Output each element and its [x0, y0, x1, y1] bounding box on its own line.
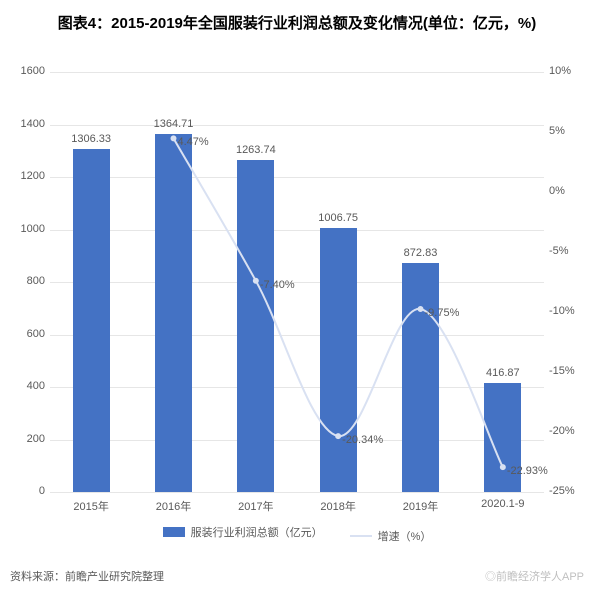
watermark-text: ◎前瞻经济学人APP	[485, 568, 584, 584]
line-value-label: -9.75%	[425, 307, 460, 319]
y-left-tick-label: 800	[0, 275, 45, 287]
y-right-tick-label: 10%	[549, 65, 594, 77]
y-left-tick-label: 200	[0, 433, 45, 445]
y-left-tick-label: 400	[0, 380, 45, 392]
chart-title: 图表4：2015-2019年全国服装行业利润总额及变化情况(单位：亿元，%)	[0, 12, 594, 33]
line-value-label: 4.47%	[178, 136, 209, 148]
legend: 服装行业利润总额（亿元） 增速（%）	[0, 524, 594, 544]
line-value-label: -22.93%	[507, 465, 548, 477]
y-right-tick-label: 0%	[549, 185, 594, 197]
plot-area: 1306.331364.711263.741006.75872.83416.87…	[50, 72, 544, 492]
y-right-tick-label: 5%	[549, 125, 594, 137]
x-tick-label: 2017年	[238, 498, 273, 514]
y-right-tick-label: -5%	[549, 245, 594, 257]
line-layer	[50, 72, 544, 492]
legend-item-line: 增速（%）	[350, 528, 432, 544]
legend-label-bar: 服装行业利润总额（亿元）	[191, 524, 323, 540]
y-right-tick-label: -15%	[549, 365, 594, 377]
x-tick-label: 2015年	[73, 498, 108, 514]
x-tick-label: 2018年	[320, 498, 355, 514]
legend-swatch-bar	[163, 527, 185, 537]
legend-item-bar: 服装行业利润总额（亿元）	[163, 524, 323, 540]
y-right-tick-label: -25%	[549, 485, 594, 497]
grid-line	[50, 492, 544, 493]
line-value-label: -20.34%	[342, 434, 383, 446]
y-right-tick-label: -20%	[549, 425, 594, 437]
legend-swatch-line	[350, 535, 372, 537]
y-left-tick-label: 1400	[0, 118, 45, 130]
y-left-tick-label: 1200	[0, 170, 45, 182]
line-marker	[418, 307, 423, 312]
x-tick-label: 2019年	[403, 498, 438, 514]
line-marker	[500, 465, 505, 470]
x-tick-label: 2020.1-9	[481, 498, 524, 510]
x-tick-label: 2016年	[156, 498, 191, 514]
chart-container: 图表4：2015-2019年全国服装行业利润总额及变化情况(单位：亿元，%) 0…	[0, 0, 594, 592]
legend-label-line: 增速（%）	[378, 528, 432, 544]
growth-line	[174, 138, 503, 467]
y-left-tick-label: 600	[0, 328, 45, 340]
y-left-tick-label: 0	[0, 485, 45, 497]
line-value-label: -7.40%	[260, 279, 295, 291]
y-left-tick-label: 1600	[0, 65, 45, 77]
y-left-tick-label: 1000	[0, 223, 45, 235]
line-marker	[171, 136, 176, 141]
line-marker	[253, 278, 258, 283]
source-text: 资料来源：前瞻产业研究院整理	[10, 568, 164, 584]
line-marker	[336, 434, 341, 439]
y-right-tick-label: -10%	[549, 305, 594, 317]
